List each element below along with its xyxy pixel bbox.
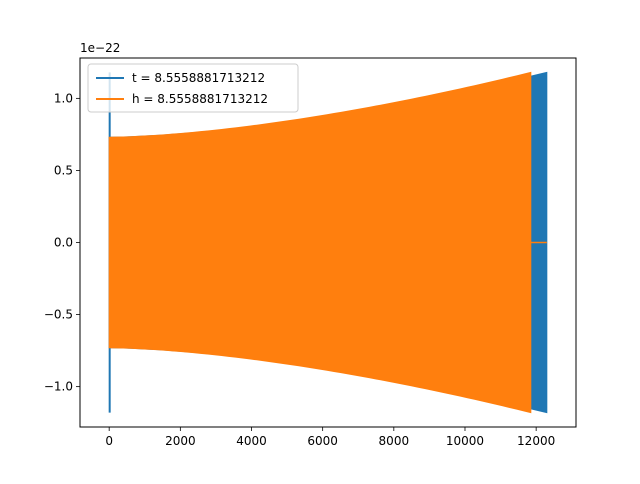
legend-label: t = 8.5558881713212 (132, 71, 265, 85)
y-axis: −1.0 −0.5 0.0 0.5 1.0 (44, 91, 80, 394)
x-tick-label: 4000 (236, 434, 267, 448)
legend: t = 8.5558881713212 h = 8.5558881713212 (87, 63, 299, 113)
y-tick-label: 0.0 (54, 236, 73, 250)
x-tick-label: 6000 (307, 434, 338, 448)
series-h-band (108, 71, 532, 414)
y-tick-label: −0.5 (44, 308, 73, 322)
x-tick-label: 2000 (165, 434, 196, 448)
legend-label: h = 8.5558881713212 (132, 92, 268, 106)
x-tick-label: 0 (105, 434, 113, 448)
y-tick-label: 1.0 (54, 91, 73, 105)
x-axis: 0 2000 4000 6000 8000 10000 12000 (105, 427, 555, 448)
plot-area (108, 71, 548, 414)
legend-box (87, 63, 299, 113)
series-group (108, 71, 548, 414)
y-tick-label: −1.0 (44, 380, 73, 394)
x-tick-label: 12000 (517, 434, 555, 448)
x-tick-label: 8000 (379, 434, 410, 448)
x-tick-label: 10000 (446, 434, 484, 448)
y-tick-label: 0.5 (54, 163, 73, 177)
y-offset-label: 1e−22 (80, 41, 120, 55)
